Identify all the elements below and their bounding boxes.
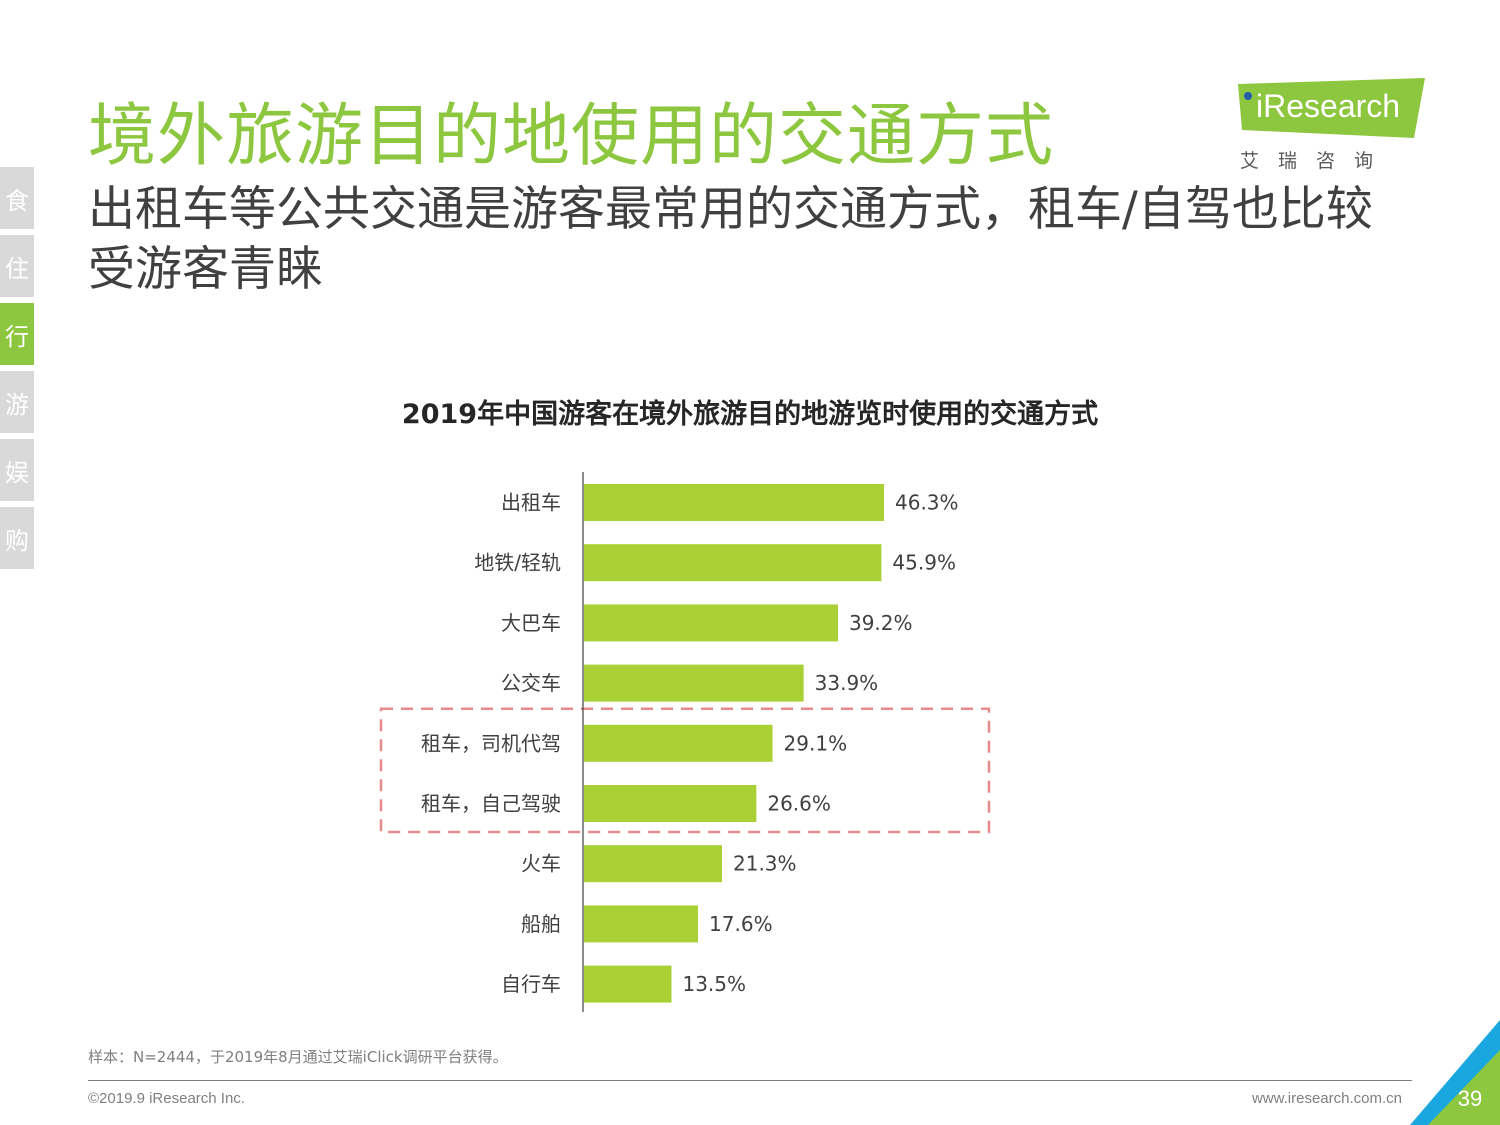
data-label: 13.5% (682, 972, 746, 996)
bar (584, 785, 757, 822)
data-label: 45.9% (892, 551, 956, 575)
page-title: 境外旅游目的地使用的交通方式 (88, 97, 1055, 176)
data-label: 21.3% (733, 852, 797, 876)
data-label: 33.9% (815, 671, 879, 695)
data-label: 46.3% (895, 491, 959, 515)
bar (584, 604, 838, 642)
side-nav-item-travel[interactable]: 行 (0, 303, 34, 365)
chart-title: 2019年中国游客在境外旅游目的地游览时使用的交通方式 (401, 399, 1099, 430)
bar (584, 845, 723, 883)
bar (584, 664, 804, 702)
category-label: 船舶 (521, 912, 561, 936)
bar (584, 905, 699, 943)
category-label: 出租车 (501, 491, 561, 515)
website-link[interactable]: www.iresearch.com.cn (1251, 1090, 1402, 1107)
category-label: 租车，司机代驾 (421, 731, 561, 755)
bar (584, 724, 773, 762)
category-label: 租车，自己驾驶 (421, 792, 561, 816)
logo-subtext: 艾瑞咨询 (1240, 150, 1393, 172)
sample-note: 样本：N=2444，于2019年8月通过艾瑞iClick调研平台获得。 (88, 1048, 508, 1066)
category-label: 火车 (521, 852, 561, 876)
page-subtitle: 出租车等公共交通是游客最常用的交通方式，租车/自驾也比较受游客青睐 (88, 182, 1373, 297)
side-nav-item-entertainment[interactable]: 娱 (0, 439, 34, 501)
highlight-box (379, 707, 991, 834)
iresearch-logo: iResearch 艾瑞咨询 (1238, 78, 1428, 172)
data-label: 26.6% (767, 792, 831, 816)
logo-text: iResearch (1256, 88, 1401, 124)
category-label: 自行车 (501, 972, 561, 996)
logo-dot-icon (1244, 92, 1252, 100)
page-number: 39 (1457, 1086, 1483, 1111)
data-label: 29.1% (784, 731, 848, 755)
side-nav-item-food[interactable]: 食 (0, 167, 34, 229)
footer-divider (88, 1080, 1412, 1081)
category-label: 地铁/轻轨 (474, 551, 561, 575)
side-nav-item-stay[interactable]: 住 (0, 235, 34, 297)
bar (584, 965, 672, 1003)
side-nav-item-tour[interactable]: 游 (0, 371, 34, 433)
data-label: 17.6% (709, 912, 773, 936)
category-label: 大巴车 (501, 611, 561, 635)
corner-decoration (1410, 1020, 1500, 1125)
copyright-text: ©2019.9 iResearch Inc. (88, 1090, 245, 1107)
side-nav-item-shopping[interactable]: 购 (0, 507, 34, 569)
category-label: 公交车 (501, 671, 561, 695)
bar (584, 544, 882, 582)
side-nav: 食 住 行 游 娱 购 (0, 167, 34, 575)
bar (584, 484, 884, 521)
logo-badge-shape (1238, 78, 1425, 138)
data-label: 39.2% (849, 611, 913, 635)
